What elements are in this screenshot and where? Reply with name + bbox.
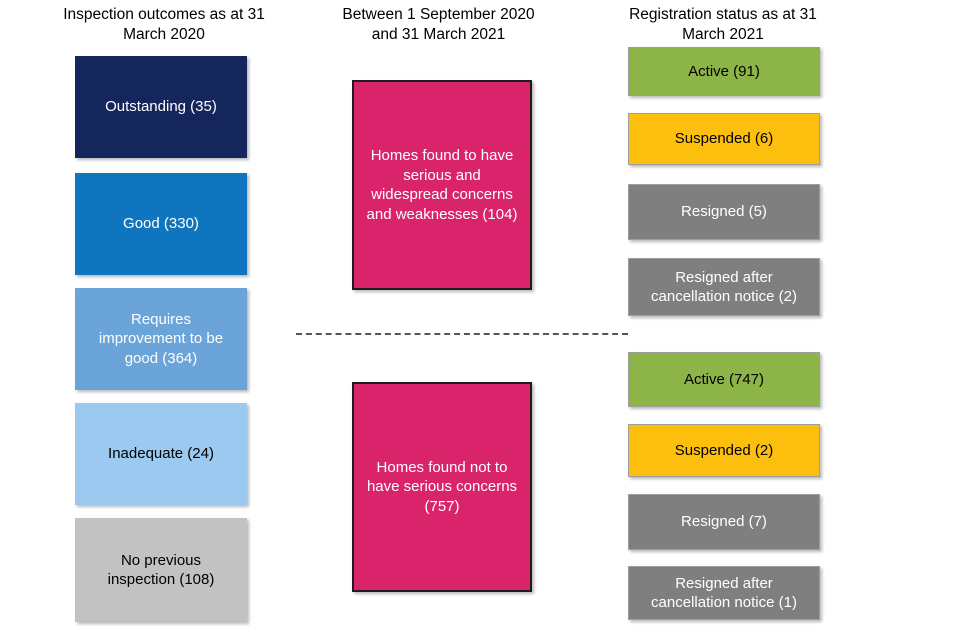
box-label: Active (91) — [688, 62, 760, 80]
box-no-serious-concerns: Homes found not to have serious concerns… — [352, 382, 532, 592]
box-no-previous-inspection: No previous inspection (108) — [75, 518, 247, 622]
column-header-between-dates: Between 1 September 2020 and 31 March 20… — [342, 6, 535, 43]
box-outstanding: Outstanding (35) — [75, 56, 247, 158]
box-active-91: Active (91) — [628, 47, 820, 96]
box-suspended-6: Suspended (6) — [628, 113, 820, 165]
box-serious-widespread-concerns: Homes found to have serious and widespre… — [352, 80, 532, 290]
box-label: Homes found to have serious and widespre… — [366, 147, 518, 223]
box-resigned-5: Resigned (5) — [628, 184, 820, 240]
box-label: Resigned after cancellation notice (1) — [651, 574, 797, 612]
box-label: Good (330) — [123, 215, 199, 233]
box-requires-improvement: Requires improvement to be good (364) — [75, 288, 247, 390]
box-inadequate: Inadequate (24) — [75, 403, 247, 505]
box-resigned-7: Resigned (7) — [628, 494, 820, 550]
box-label: Suspended (2) — [674, 441, 774, 459]
box-label: Active (747) — [683, 370, 765, 388]
box-label: Resigned (7) — [681, 513, 767, 531]
box-resigned-after-cancellation-1: Resigned after cancellation notice (1) — [628, 566, 820, 620]
box-label: Inadequate (24) — [108, 445, 214, 463]
box-label: Outstanding (35) — [105, 98, 217, 116]
box-label: Suspended (6) — [674, 130, 774, 148]
box-suspended-2: Suspended (2) — [628, 424, 820, 477]
box-label: Homes found not to have serious concerns… — [366, 458, 518, 515]
column-header-inspection-outcomes: Inspection outcomes as at 31 March 2020 — [63, 6, 265, 43]
box-active-747: Active (747) — [628, 352, 820, 407]
box-label: No previous inspection (108) — [107, 551, 215, 589]
box-label: Resigned (5) — [681, 203, 767, 221]
dashed-divider — [296, 333, 628, 335]
box-resigned-after-cancellation-2: Resigned after cancellation notice (2) — [628, 258, 820, 316]
column-header-registration-status: Registration status as at 31 March 2021 — [629, 6, 817, 43]
box-label: Requires improvement to be good (364) — [98, 310, 224, 367]
box-label: Resigned after cancellation notice (2) — [651, 268, 797, 306]
box-good: Good (330) — [75, 173, 247, 275]
